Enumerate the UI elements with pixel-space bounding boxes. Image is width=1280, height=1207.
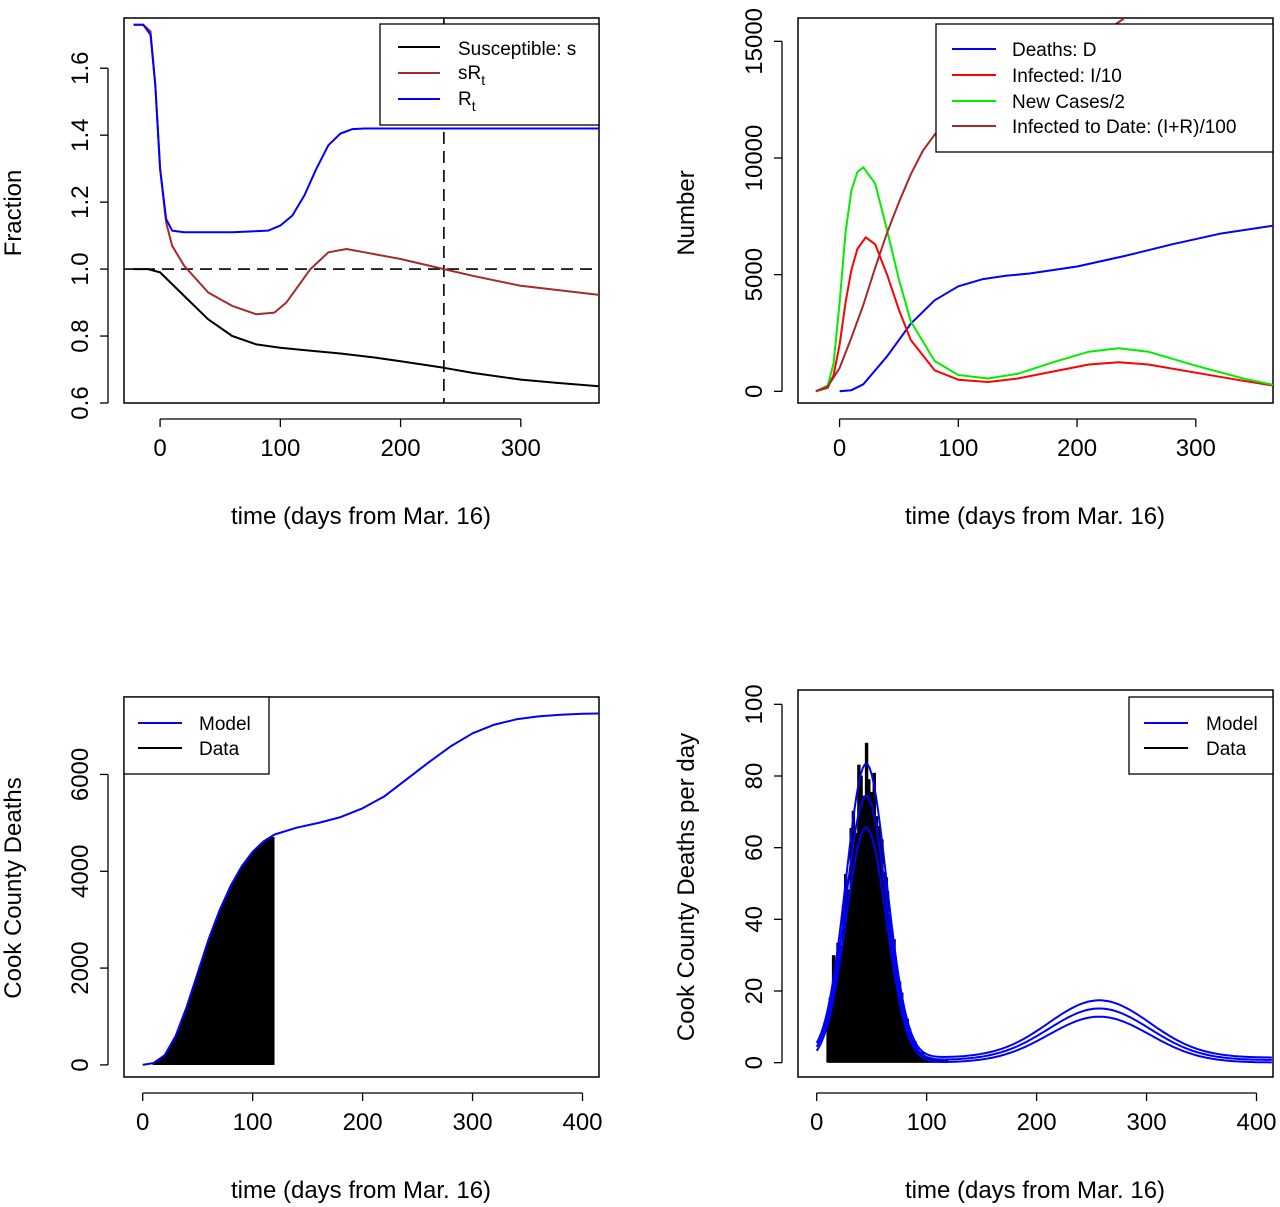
- y-tick-label: 80: [741, 763, 768, 790]
- x-tick-label: 400: [1236, 1109, 1276, 1136]
- legend-label-model: Model: [199, 714, 251, 735]
- x-axis: 0 100 200 300: [153, 418, 541, 462]
- x-axis: 0 100 200 300: [833, 418, 1216, 462]
- y-axis-label: Cook County Deaths per day: [673, 733, 700, 1041]
- legend-label-susceptible: Susceptible: s: [458, 39, 576, 60]
- series-line-rt: [133, 23, 599, 234]
- legend: Deaths: D Infected: I/10 New Cases/2 Inf…: [935, 23, 1274, 153]
- legend-box: [935, 23, 1274, 153]
- x-tick-label: 100: [907, 1109, 947, 1136]
- x-tick-label: 100: [260, 435, 300, 462]
- x-axis: 0 100 200 300 400: [810, 1092, 1277, 1136]
- y-axis: 0 5000 10000 15000: [741, 8, 783, 398]
- series-lines: [815, 763, 1272, 1064]
- legend-label-srt: sRt: [458, 63, 485, 88]
- panel-number: 0 100 200 300 0 5000 10000 15000 time (days fr…: [673, 8, 1274, 530]
- series-lines: [133, 23, 599, 388]
- legend-label-infected: Infected: I/10: [1012, 66, 1122, 87]
- x-axis-label: time (days from Mar. 16): [231, 1177, 491, 1204]
- x-tick-label: 200: [1057, 435, 1097, 462]
- y-tick-label: 1.0: [67, 252, 94, 285]
- y-tick-label: 0: [741, 385, 768, 398]
- series-line-deaths-d: [839, 224, 1273, 393]
- legend-label-new-cases: New Cases/2: [1012, 92, 1125, 113]
- x-axis-label: time (days from Mar. 16): [905, 1177, 1165, 1204]
- legend-label-rt: Rt: [458, 89, 476, 114]
- y-tick-label: 1.4: [67, 118, 94, 151]
- x-tick-label: 100: [233, 1109, 273, 1136]
- y-tick-label: 6000: [67, 748, 94, 801]
- y-tick-label: 40: [741, 906, 768, 933]
- series-line-model: [815, 795, 1272, 1061]
- x-tick-label: 200: [381, 435, 421, 462]
- panel-cook-deaths: 0 100 200 300 400 0 2000 4000 6000 time (days f…: [0, 696, 603, 1204]
- legend-box: [379, 23, 600, 126]
- x-tick-label: 300: [501, 435, 541, 462]
- legend-label-infected-to-date: Infected to Date: (I+R)/100: [1012, 117, 1236, 138]
- x-tick-label: 0: [810, 1109, 823, 1136]
- y-axis-label: Number: [673, 170, 700, 255]
- y-tick-label: 0.8: [67, 319, 94, 352]
- data-bars: [152, 836, 275, 1065]
- legend: Model Data: [123, 696, 270, 775]
- y-tick-label: 0.6: [67, 386, 94, 419]
- series-line-infected-i-10: [815, 236, 1273, 393]
- legend-label-data: Data: [199, 739, 240, 760]
- y-tick-label: 100: [741, 684, 768, 724]
- legend: Model Data: [1128, 696, 1274, 775]
- legend-label-deaths: Deaths: D: [1012, 40, 1096, 61]
- series-lines: [815, 18, 1273, 393]
- x-tick-label: 0: [153, 435, 166, 462]
- series-line-susceptible-s: [133, 268, 599, 388]
- y-axis: 0 20 40 60 80 100: [741, 684, 783, 1069]
- x-tick-label: 300: [1176, 435, 1216, 462]
- legend-label-model: Model: [1206, 714, 1258, 735]
- x-tick-label: 200: [1017, 1109, 1057, 1136]
- legend-box: [1128, 696, 1274, 775]
- plot-frame: [797, 689, 1274, 1078]
- y-tick-label: 0: [67, 1058, 94, 1071]
- y-tick-label: 1.2: [67, 185, 94, 218]
- legend: Susceptible: s sRt Rt: [379, 23, 600, 126]
- panel-cook-deaths-per-day: 0 100 200 300 400 0 20 40 60 80 100 time (days fr…: [673, 684, 1277, 1204]
- y-axis: 0.6 0.8 1.0 1.2 1.4 1.6: [67, 52, 109, 420]
- y-tick-label: 5000: [741, 248, 768, 301]
- x-tick-label: 300: [1127, 1109, 1167, 1136]
- y-tick-label: 1.6: [67, 52, 94, 85]
- y-tick-label: 60: [741, 834, 768, 861]
- data-bar: [271, 836, 275, 1065]
- plot-frame: [797, 17, 1274, 404]
- legend-label-data: Data: [1206, 739, 1247, 760]
- y-axis: 0 2000 4000 6000: [67, 748, 109, 1072]
- x-tick-label: 0: [136, 1109, 149, 1136]
- y-axis-label: Fraction: [0, 170, 27, 257]
- legend-box: [123, 696, 270, 775]
- y-tick-label: 0: [741, 1056, 768, 1069]
- y-tick-label: 2000: [67, 941, 94, 994]
- y-tick-label: 4000: [67, 845, 94, 898]
- x-tick-label: 100: [938, 435, 978, 462]
- x-tick-label: 300: [453, 1109, 493, 1136]
- series-line-model: [815, 826, 1272, 1064]
- y-tick-label: 10000: [741, 125, 768, 192]
- series-lines: [142, 712, 599, 1066]
- plot-frame: [123, 696, 600, 1078]
- x-tick-label: 200: [343, 1109, 383, 1136]
- series-line-model: [815, 763, 1272, 1059]
- y-tick-label: 15000: [741, 8, 768, 75]
- panel-fraction: 0 100 200 300 0.6 0.8 1.0 1.2 1.4 1.6 time (days…: [0, 17, 600, 530]
- y-tick-label: 20: [741, 978, 768, 1005]
- x-axis: 0 100 200 300 400: [136, 1092, 603, 1136]
- x-tick-label: 400: [562, 1109, 602, 1136]
- series-line-model: [142, 712, 599, 1066]
- y-axis-label: Cook County Deaths: [0, 777, 27, 998]
- plot-frame: [123, 17, 600, 404]
- x-tick-label: 0: [833, 435, 846, 462]
- series-line-new-cases-2: [815, 166, 1273, 393]
- x-axis-label: time (days from Mar. 16): [905, 503, 1165, 530]
- x-axis-label: time (days from Mar. 16): [231, 503, 491, 530]
